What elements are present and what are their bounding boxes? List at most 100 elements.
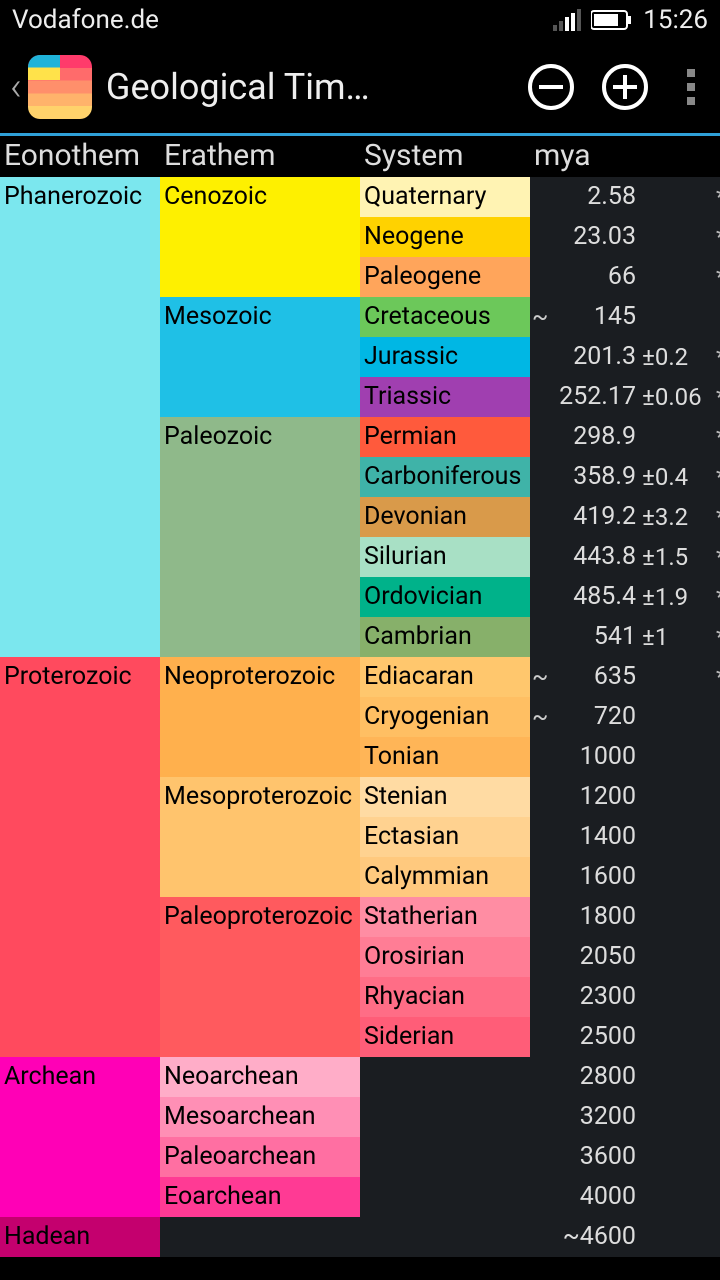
system-cell[interactable]: Jurassic — [360, 337, 530, 377]
system-cell[interactable] — [360, 1057, 530, 1097]
erathem-cell[interactable] — [160, 737, 360, 777]
system-cell[interactable]: Calymmian — [360, 857, 530, 897]
erathem-cell[interactable] — [160, 1217, 360, 1257]
eonothem-cell[interactable] — [0, 617, 160, 657]
system-cell[interactable] — [360, 1097, 530, 1137]
system-cell[interactable]: Orosirian — [360, 937, 530, 977]
erathem-cell[interactable] — [160, 977, 360, 1017]
erathem-cell[interactable] — [160, 577, 360, 617]
system-cell[interactable]: Cryogenian — [360, 697, 530, 737]
system-cell[interactable]: Triassic — [360, 377, 530, 417]
table-row[interactable]: Silurian443.8±1.5* — [0, 537, 720, 577]
erathem-cell[interactable] — [160, 217, 360, 257]
system-cell[interactable]: Neogene — [360, 217, 530, 257]
system-cell[interactable] — [360, 1177, 530, 1217]
system-cell[interactable]: Ediacaran — [360, 657, 530, 697]
table-row[interactable]: PaleozoicPermian298.9* — [0, 417, 720, 457]
eonothem-cell[interactable] — [0, 817, 160, 857]
eonothem-cell[interactable] — [0, 337, 160, 377]
eonothem-cell[interactable]: Phanerozoic — [0, 177, 160, 217]
erathem-cell[interactable] — [160, 1017, 360, 1057]
system-cell[interactable]: Quaternary — [360, 177, 530, 217]
system-cell[interactable]: Cambrian — [360, 617, 530, 657]
table-row[interactable]: Paleogene66* — [0, 257, 720, 297]
table-row[interactable]: ProterozoicNeoproterozoicEdiacaran~635* — [0, 657, 720, 697]
table-row[interactable]: Eoarchean4000 — [0, 1177, 720, 1217]
erathem-cell[interactable] — [160, 857, 360, 897]
eonothem-cell[interactable] — [0, 977, 160, 1017]
table-row[interactable]: Orosirian2050 — [0, 937, 720, 977]
erathem-cell[interactable] — [160, 337, 360, 377]
eonothem-cell[interactable] — [0, 737, 160, 777]
system-cell[interactable]: Ordovician — [360, 577, 530, 617]
overflow-menu-icon[interactable] — [676, 69, 700, 105]
eonothem-cell[interactable] — [0, 377, 160, 417]
erathem-cell[interactable]: Mesoproterozoic — [160, 777, 360, 817]
erathem-cell[interactable]: Neoproterozoic — [160, 657, 360, 697]
zoom-out-button[interactable] — [528, 64, 574, 110]
app-icon[interactable] — [28, 55, 92, 119]
eonothem-cell[interactable] — [0, 697, 160, 737]
system-cell[interactable]: Siderian — [360, 1017, 530, 1057]
system-cell[interactable]: Ectasian — [360, 817, 530, 857]
eonothem-cell[interactable] — [0, 457, 160, 497]
eonothem-cell[interactable] — [0, 217, 160, 257]
table-row[interactable]: Carboniferous358.9±0.4* — [0, 457, 720, 497]
table-row[interactable]: MesoproterozoicStenian1200 — [0, 777, 720, 817]
table-row[interactable]: Rhyacian2300 — [0, 977, 720, 1017]
eonothem-cell[interactable] — [0, 297, 160, 337]
system-cell[interactable]: Silurian — [360, 537, 530, 577]
table-row[interactable]: Mesoarchean3200 — [0, 1097, 720, 1137]
system-cell[interactable] — [360, 1137, 530, 1177]
table-row[interactable]: ArcheanNeoarchean2800 — [0, 1057, 720, 1097]
table-row[interactable]: Neogene23.03* — [0, 217, 720, 257]
erathem-cell[interactable] — [160, 817, 360, 857]
eonothem-cell[interactable] — [0, 537, 160, 577]
erathem-cell[interactable] — [160, 257, 360, 297]
eonothem-cell[interactable]: Hadean — [0, 1217, 160, 1257]
system-cell[interactable]: Tonian — [360, 737, 530, 777]
system-cell[interactable] — [360, 1217, 530, 1257]
erathem-cell[interactable] — [160, 937, 360, 977]
eonothem-cell[interactable] — [0, 1137, 160, 1177]
system-cell[interactable]: Stenian — [360, 777, 530, 817]
zoom-in-button[interactable] — [602, 64, 648, 110]
table-row[interactable]: MesozoicCretaceous~145 — [0, 297, 720, 337]
eonothem-cell[interactable] — [0, 1017, 160, 1057]
table-row[interactable]: Tonian1000 — [0, 737, 720, 777]
back-icon[interactable]: ‹ — [8, 63, 28, 110]
eonothem-cell[interactable] — [0, 897, 160, 937]
table-row[interactable]: Paleoarchean3600 — [0, 1137, 720, 1177]
table-row[interactable]: Cryogenian~720 — [0, 697, 720, 737]
eonothem-cell[interactable] — [0, 857, 160, 897]
erathem-cell[interactable] — [160, 617, 360, 657]
eonothem-cell[interactable]: Proterozoic — [0, 657, 160, 697]
table-row[interactable]: Ectasian1400 — [0, 817, 720, 857]
eonothem-cell[interactable] — [0, 417, 160, 457]
table-row[interactable]: Triassic252.17±0.06* — [0, 377, 720, 417]
table-row[interactable]: Siderian2500 — [0, 1017, 720, 1057]
erathem-cell[interactable] — [160, 537, 360, 577]
eonothem-cell[interactable] — [0, 497, 160, 537]
system-cell[interactable]: Carboniferous — [360, 457, 530, 497]
eonothem-cell[interactable] — [0, 257, 160, 297]
system-cell[interactable]: Permian — [360, 417, 530, 457]
eonothem-cell[interactable] — [0, 777, 160, 817]
erathem-cell[interactable]: Paleoarchean — [160, 1137, 360, 1177]
system-cell[interactable]: Paleogene — [360, 257, 530, 297]
erathem-cell[interactable] — [160, 497, 360, 537]
erathem-cell[interactable]: Eoarchean — [160, 1177, 360, 1217]
system-cell[interactable]: Cretaceous — [360, 297, 530, 337]
eonothem-cell[interactable] — [0, 577, 160, 617]
system-cell[interactable]: Statherian — [360, 897, 530, 937]
table-row[interactable]: Jurassic201.3±0.2* — [0, 337, 720, 377]
erathem-cell[interactable]: Mesozoic — [160, 297, 360, 337]
eonothem-cell[interactable] — [0, 1097, 160, 1137]
table-row[interactable]: Hadean~4600 — [0, 1217, 720, 1257]
table-row[interactable]: PaleoproterozoicStatherian1800 — [0, 897, 720, 937]
table-row[interactable]: Calymmian1600 — [0, 857, 720, 897]
table-row[interactable]: Devonian419.2±3.2* — [0, 497, 720, 537]
erathem-cell[interactable] — [160, 457, 360, 497]
erathem-cell[interactable]: Mesoarchean — [160, 1097, 360, 1137]
table-row[interactable]: Cambrian541±1* — [0, 617, 720, 657]
